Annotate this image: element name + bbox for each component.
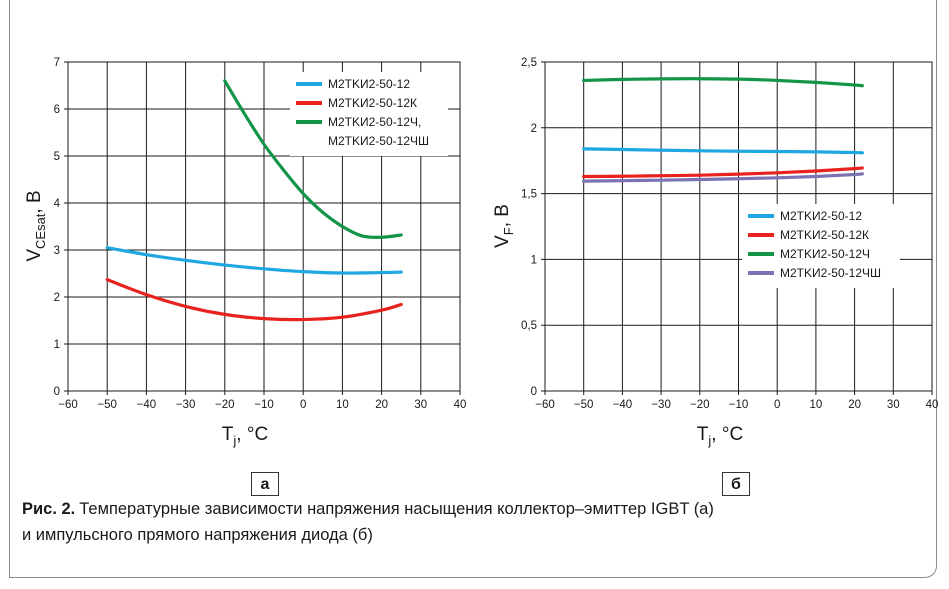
x-tick-label: −20 <box>690 399 710 411</box>
panel-label-b: б <box>722 472 750 496</box>
series-line-2 <box>105 278 403 322</box>
x-tick-label: 20 <box>375 399 388 411</box>
x-axis-title: Tj, °C <box>697 424 743 448</box>
caption-fig-label: Рис. 2. <box>22 500 76 518</box>
charts-area: −60 −50 −40 −30 −20 −10 0 10 20 30 40 0 1 2 3 4 5 6 7 M2TKИ… <box>24 57 939 448</box>
y-tick-label: 1,5 <box>521 189 537 201</box>
panel-label-a: а <box>251 472 279 496</box>
series-line-1 <box>582 147 864 155</box>
x-tick-label: −10 <box>254 399 274 411</box>
x-tick-label: 10 <box>810 399 823 411</box>
y-tick-label: 2 <box>54 292 60 304</box>
x-tick-label: −60 <box>58 399 78 411</box>
x-tick-label: 30 <box>887 399 900 411</box>
x-tick-label: 40 <box>454 399 467 411</box>
chart-b-legend: M2TKИ2-50-12 M2TKИ2-50-12К M2TKИ2-50-12Ч M2… <box>742 204 900 288</box>
y-tick-label: 0,5 <box>521 320 537 332</box>
x-tick-label: −40 <box>613 399 633 411</box>
series-line-2 <box>582 166 864 179</box>
chart-a: −60 −50 −40 −30 −20 −10 0 10 20 30 40 0 1 2 3 4 5 6 7 M2TKИ… <box>24 57 467 448</box>
series-line-1 <box>105 246 403 275</box>
plot-border <box>544 61 933 392</box>
x-tick-label: −60 <box>535 399 555 411</box>
y-tick-label: 6 <box>54 104 60 116</box>
y-tick-label: 7 <box>54 57 60 69</box>
series-line-4 <box>582 172 864 183</box>
legend-label: M2TKИ2-50-12 <box>328 77 410 91</box>
legend-label-line2: M2TKИ2-50-12ЧШ <box>328 134 429 148</box>
y-tick-label: 1 <box>54 339 60 351</box>
x-tick-label: −50 <box>97 399 117 411</box>
caption-line-1: Рис. 2. Температурные зависимости напряже… <box>22 496 902 522</box>
legend-label: M2TKИ2-50-12Ч, <box>328 115 421 129</box>
legend-label: M2TKИ2-50-12Ч <box>780 247 870 261</box>
x-tick-label: 40 <box>926 399 939 411</box>
y-axis-title: VF, В <box>492 204 516 248</box>
legend-label: M2TKИ2-50-12К <box>780 228 869 242</box>
plot-border <box>67 61 461 392</box>
y-tick-label: 1 <box>531 254 537 266</box>
legend-label: M2TKИ2-50-12К <box>328 96 417 110</box>
x-tick-label: 20 <box>848 399 861 411</box>
y-tick-label: 3 <box>54 245 60 257</box>
caption-line-2: и импульсного прямого напряжения диода (… <box>22 526 373 544</box>
figure-caption: Рис. 2. Температурные зависимости напряже… <box>22 496 902 548</box>
legend-label: M2TKИ2-50-12 <box>780 209 862 223</box>
x-tick-label: −50 <box>574 399 594 411</box>
series-line-3 <box>223 79 403 240</box>
y-tick-label: 0 <box>54 386 60 398</box>
x-tick-label: 10 <box>336 399 349 411</box>
x-tick-label: 0 <box>300 399 306 411</box>
x-tick-label: 0 <box>774 399 780 411</box>
y-tick-label: 4 <box>54 198 61 210</box>
caption-text-1: Температурные зависимости напряжения нас… <box>79 500 714 518</box>
x-tick-label: −40 <box>137 399 157 411</box>
figure-frame <box>9 0 937 578</box>
x-axis-title: Tj, °C <box>222 424 268 448</box>
chart-b: −60 −50 −40 −30 −20 −10 0 10 20 30 40 0 0,5 1 1,5 2 2,5 M… <box>492 57 939 448</box>
x-tick-label: −30 <box>176 399 196 411</box>
chart-a-legend: M2TKИ2-50-12 M2TKИ2-50-12К M2TKИ2-50-12Ч, M… <box>290 72 448 156</box>
y-axis-title: VCEsat, В <box>24 190 48 261</box>
x-tick-label: −20 <box>215 399 235 411</box>
series-line-3 <box>582 77 864 88</box>
x-tick-label: −10 <box>729 399 749 411</box>
y-tick-label: 2,5 <box>521 57 537 69</box>
legend-label: M2TKИ2-50-12ЧШ <box>780 266 881 280</box>
x-tick-label: 30 <box>414 399 427 411</box>
y-tick-label: 5 <box>54 151 60 163</box>
x-tick-label: −30 <box>651 399 671 411</box>
y-tick-label: 0 <box>531 386 537 398</box>
y-tick-label: 2 <box>531 123 537 135</box>
